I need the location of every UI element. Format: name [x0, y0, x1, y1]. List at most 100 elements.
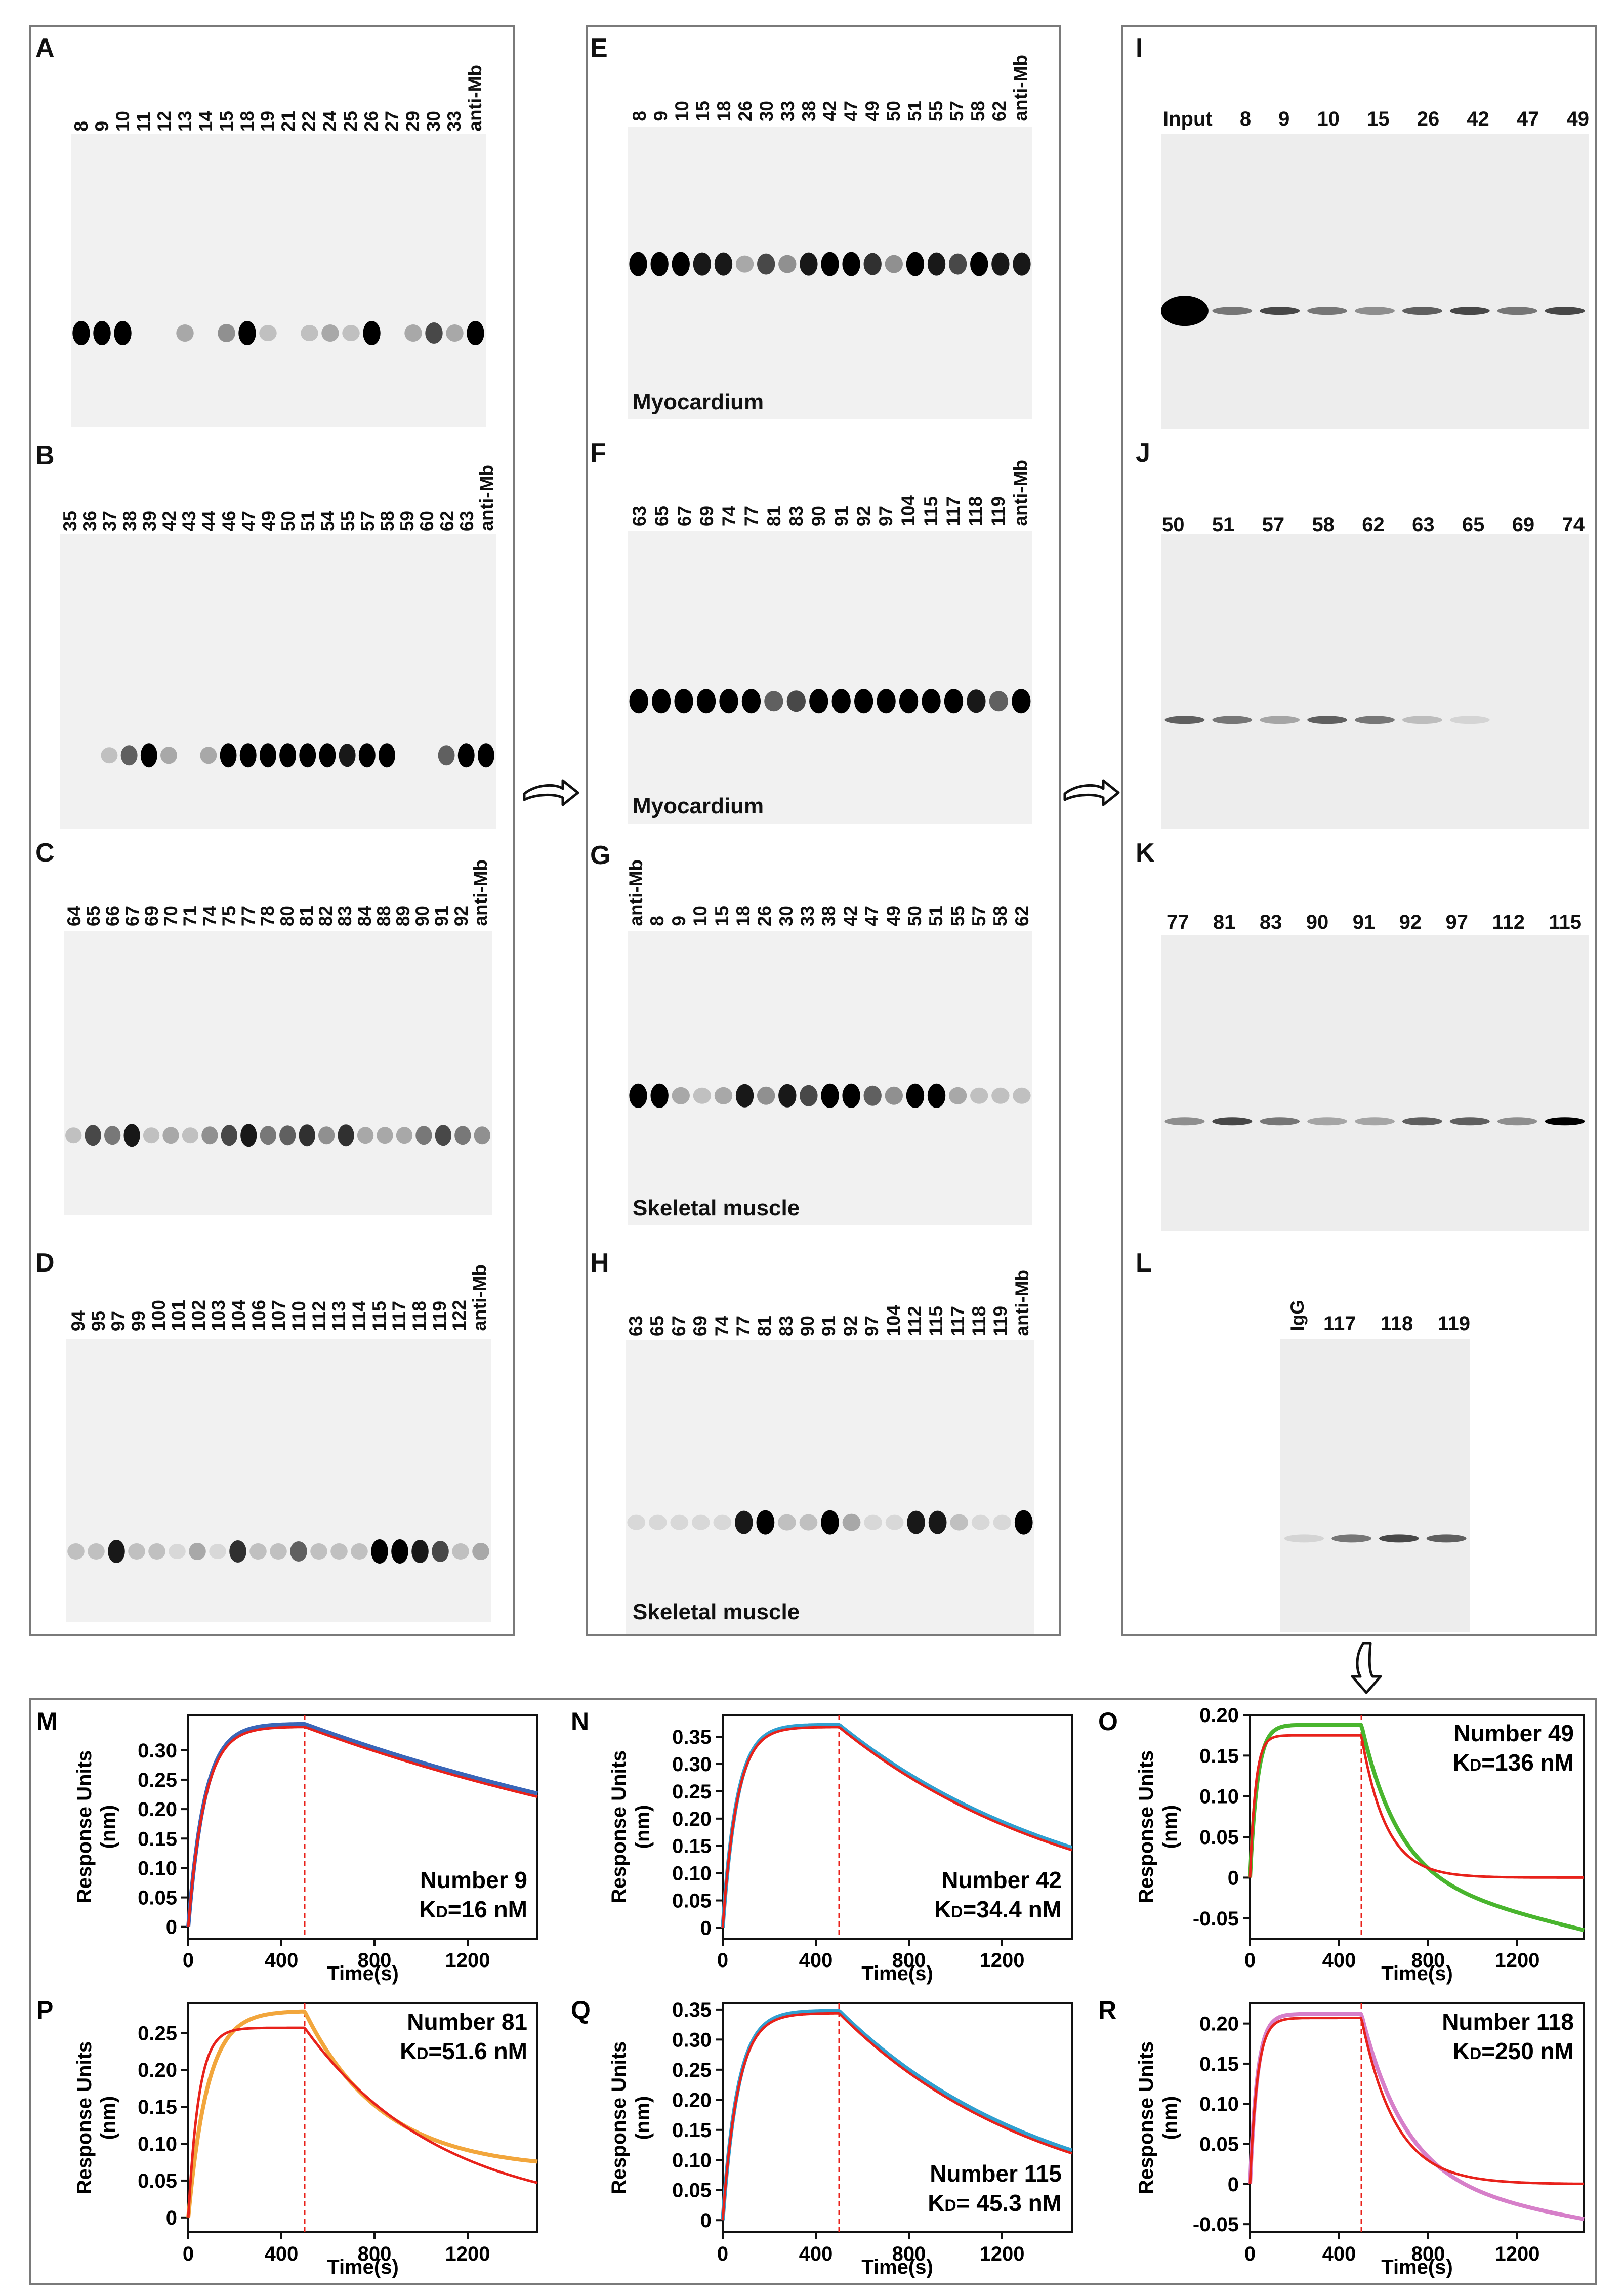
x-tick-label: 1200: [1495, 2243, 1540, 2265]
blot-band: [396, 1127, 413, 1144]
lane-labels-b: 35 36 37 38 39 42 43 44 46 47 49 50 51 54 55 57 58 59 60 62…: [60, 456, 497, 531]
lane-label: 38: [119, 510, 140, 531]
blot-band: [1379, 1534, 1419, 1543]
blot-band: [971, 1514, 990, 1530]
blot-band: [778, 1514, 796, 1531]
bli-chart-p: P Response Units (nm) Time(s) 0 0.05 0.10 0.15 0…: [31, 1989, 548, 2283]
blot-band: [672, 1087, 690, 1104]
lane-label: 118: [1380, 1313, 1413, 1335]
down-arrow-icon: [1351, 1642, 1382, 1694]
chart-panel-label: Q: [571, 1996, 591, 2024]
binding-kd: KD=136 nM: [1453, 1749, 1574, 1776]
lane-label: 50: [278, 510, 299, 531]
y-tick-label: 0.15: [672, 1835, 712, 1858]
lane-label: 10: [112, 110, 133, 132]
lane-label: 51: [926, 905, 947, 926]
blot-band: [650, 252, 669, 276]
x-axis-label: Time(s): [327, 1962, 399, 1985]
lane-label: 9: [91, 121, 112, 132]
lane-label: 15: [692, 100, 714, 121]
x-tick-label: 1200: [980, 2243, 1025, 2265]
chart-panel-label: N: [571, 1707, 589, 1736]
lane-label: 10: [690, 905, 711, 926]
blot-band: [1402, 716, 1442, 724]
lane-label: anti-Mb: [1010, 55, 1031, 121]
blot-bands: [629, 689, 1031, 714]
y-tick-label: 0.20: [672, 1808, 712, 1830]
blot-bands: [1164, 1117, 1585, 1126]
lane-label: 63: [1412, 514, 1435, 536]
lane-label: 119: [990, 1306, 1011, 1336]
lane-label: 119: [429, 1301, 450, 1331]
lane-labels-h: 63 65 67 69 74 77 81 83 90 91 92 97 104 112 115 117 118 1…: [626, 1260, 1032, 1336]
blot-band: [906, 252, 925, 276]
binding-kd: KD= 45.3 nM: [928, 2190, 1062, 2216]
y-axis-label: Response Units: [1135, 2041, 1157, 2194]
series-line-fit: [187, 1726, 538, 1927]
lane-label: 35: [60, 510, 80, 531]
blot-band: [821, 1083, 839, 1108]
blot-band: [1307, 716, 1348, 724]
y-tick-label: 0.05: [138, 1887, 177, 1909]
y-axis-label: Response Units: [1135, 1750, 1157, 1903]
lane-label: 74: [199, 905, 220, 926]
blot-band: [321, 324, 339, 342]
y-tick-label: 0.20: [1199, 2013, 1239, 2035]
blot-bands: [101, 743, 494, 768]
lane-label: 92: [450, 905, 472, 926]
bli-chart-n: N Response Units (nm) Time(s) 0 0.05 0.10 0.15 0…: [566, 1701, 1082, 1989]
blot-band: [435, 1125, 452, 1146]
binding-kd: KD=16 nM: [419, 1896, 527, 1922]
lane-label: 71: [180, 905, 201, 926]
lane-label: 90: [412, 905, 433, 926]
blot-band: [438, 745, 455, 766]
y-tick-label: 0.05: [1199, 1826, 1239, 1849]
lane-labels-i: Input 8 9 10 15 26 42 47 49: [1163, 100, 1589, 131]
lane-label: anti-Mb: [476, 465, 497, 531]
x-tick-label: 800: [1411, 1949, 1445, 1972]
y-tick-label: 0.30: [138, 1740, 177, 1762]
y-tick-label: 0.05: [138, 2170, 177, 2192]
blot-band: [319, 743, 336, 768]
y-tick-label: 0.30: [672, 1753, 712, 1776]
lane-label: 49: [862, 100, 883, 121]
blot-band: [786, 690, 806, 712]
blot-band: [123, 1124, 140, 1148]
right-arrow-icon: [1063, 779, 1120, 806]
blot-band: [877, 689, 896, 714]
y-tick-label: 0: [1228, 1867, 1239, 1889]
binding-kd: KD=250 nM: [1453, 2038, 1574, 2064]
lane-label: 67: [121, 905, 143, 926]
lane-label: 44: [198, 510, 220, 531]
lane-label: 47: [1516, 108, 1539, 130]
lane-label: 75: [218, 905, 239, 926]
binding-kd: KD=34.4 nM: [934, 1896, 1062, 1922]
panel-label-g: G: [590, 841, 611, 870]
lane-label: 83: [335, 905, 356, 926]
lane-labels-d: 94 95 97 99 100 101 102 103 104 106 107 110 112 113 11…: [68, 1255, 490, 1331]
blot-band: [318, 1126, 335, 1145]
blot-band: [1164, 716, 1205, 724]
lane-label: anti-Mb: [626, 859, 646, 926]
y-tick-label: 0.35: [672, 1726, 712, 1748]
blot-band: [831, 689, 851, 714]
lane-label: anti-Mb: [469, 1264, 490, 1331]
blot-band: [800, 252, 818, 276]
lane-label: 113: [328, 1301, 350, 1331]
blot-band: [200, 747, 217, 764]
lane-label: anti-Mb: [1011, 1269, 1032, 1336]
western-blot-k: [1161, 935, 1589, 1231]
blot-band: [629, 1083, 647, 1108]
y-tick-label: 0.10: [138, 1857, 177, 1879]
lane-label: 49: [1566, 108, 1589, 130]
lane-label: 51: [904, 100, 925, 121]
lane-label: 8: [629, 111, 650, 121]
lane-label: 89: [392, 905, 413, 926]
lane-label: 13: [174, 110, 195, 132]
chart-svg: Q Response Units (nm) Time(s) 0 0.05 0.10 0.15 0…: [571, 1996, 1073, 2278]
blot-band: [411, 1540, 429, 1563]
y-tick-label: 0: [166, 1916, 177, 1939]
blot-band: [85, 1125, 101, 1146]
blot-band: [885, 1086, 903, 1105]
blot-band: [906, 1083, 925, 1108]
